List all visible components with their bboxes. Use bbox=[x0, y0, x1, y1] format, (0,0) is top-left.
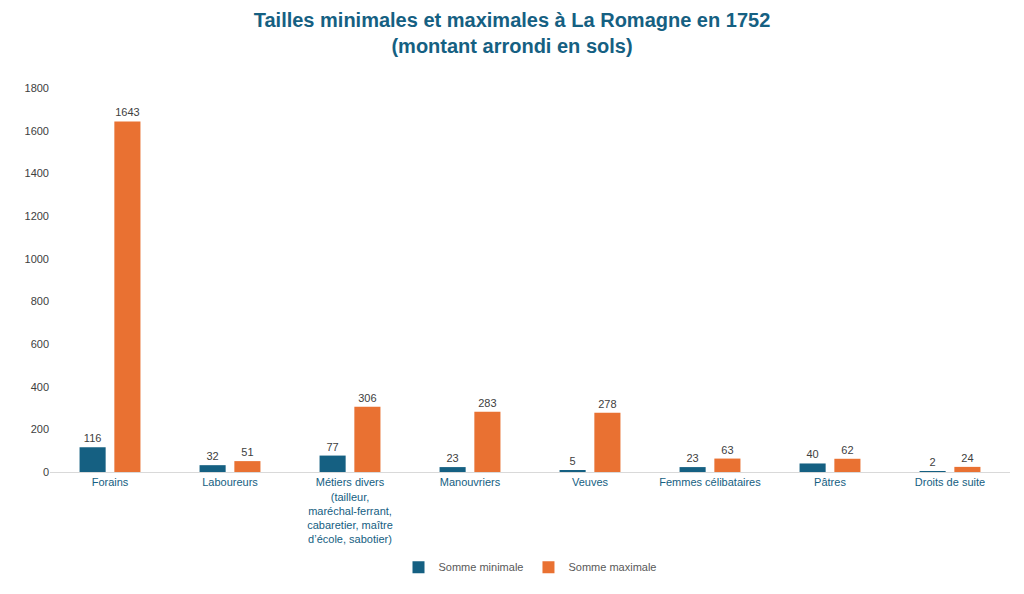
svg-text:63: 63 bbox=[721, 444, 733, 456]
svg-text:1200: 1200 bbox=[25, 210, 49, 222]
svg-text:116: 116 bbox=[84, 432, 102, 444]
svg-text:1600: 1600 bbox=[25, 125, 49, 137]
svg-text:Somme minimale: Somme minimale bbox=[439, 561, 524, 573]
svg-text:Droits de suite: Droits de suite bbox=[915, 476, 985, 488]
svg-text:283: 283 bbox=[478, 397, 496, 409]
svg-text:Somme maximale: Somme maximale bbox=[568, 561, 656, 573]
svg-text:5: 5 bbox=[570, 455, 576, 467]
svg-text:1400: 1400 bbox=[25, 167, 49, 179]
svg-text:600: 600 bbox=[31, 338, 49, 350]
svg-text:32: 32 bbox=[206, 450, 218, 462]
svg-text:Pâtres: Pâtres bbox=[814, 476, 846, 488]
svg-text:1000: 1000 bbox=[25, 253, 49, 265]
svg-text:Manouvriers: Manouvriers bbox=[440, 476, 501, 488]
svg-text:0: 0 bbox=[43, 466, 49, 478]
svg-text:1643: 1643 bbox=[115, 106, 139, 118]
svg-text:23: 23 bbox=[446, 452, 458, 464]
svg-text:Veuves: Veuves bbox=[572, 476, 609, 488]
svg-text:278: 278 bbox=[598, 398, 616, 410]
svg-text:306: 306 bbox=[358, 392, 376, 404]
svg-text:62: 62 bbox=[841, 444, 853, 456]
svg-text:Femmes célibataires: Femmes célibataires bbox=[659, 476, 761, 488]
svg-text:Laboureurs: Laboureurs bbox=[202, 476, 258, 488]
svg-text:800: 800 bbox=[31, 295, 49, 307]
svg-text:Métiers divers(tailleur,maréch: Métiers divers(tailleur,maréchal-ferrant… bbox=[307, 476, 393, 545]
svg-text:40: 40 bbox=[806, 448, 818, 460]
svg-text:200: 200 bbox=[31, 423, 49, 435]
svg-text:Tailles minimales et maximales: Tailles minimales et maximales à La Roma… bbox=[254, 9, 771, 57]
svg-text:24: 24 bbox=[961, 452, 973, 464]
svg-text:400: 400 bbox=[31, 381, 49, 393]
svg-text:1800: 1800 bbox=[25, 82, 49, 94]
svg-text:77: 77 bbox=[326, 441, 338, 453]
svg-text:Forains: Forains bbox=[92, 476, 129, 488]
svg-text:2: 2 bbox=[930, 456, 936, 468]
svg-text:51: 51 bbox=[241, 446, 253, 458]
svg-text:23: 23 bbox=[686, 452, 698, 464]
